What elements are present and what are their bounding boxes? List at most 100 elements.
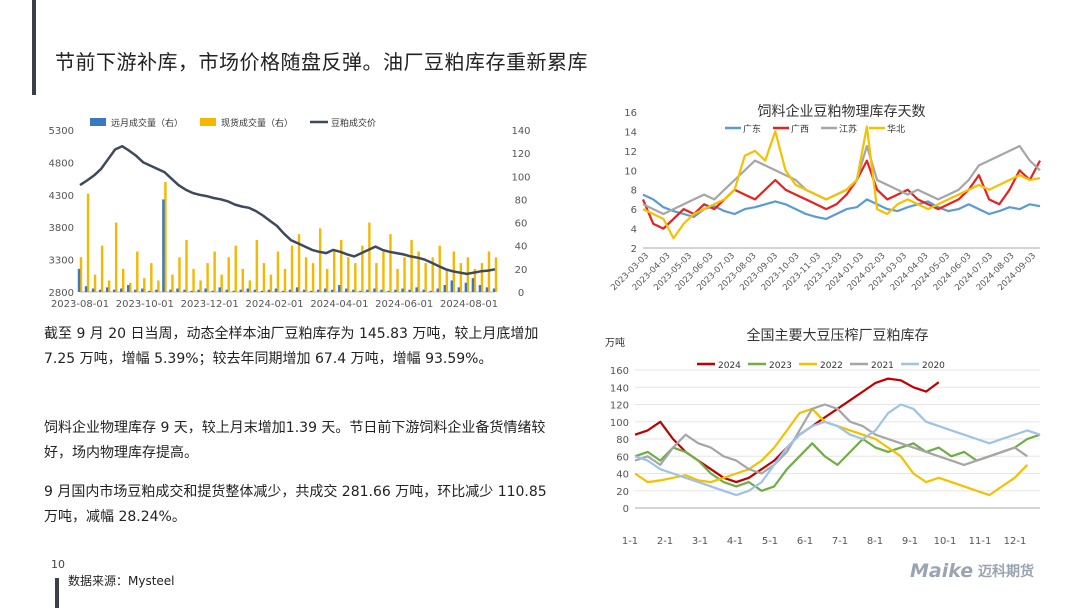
y-tick-label: 120 (610, 401, 629, 412)
y-tick-label: 4 (631, 225, 637, 236)
spot-volume-bar (227, 257, 230, 292)
spot-volume-bar (445, 268, 448, 292)
y-tick-right: 20 (515, 265, 528, 276)
forward-volume-bar (253, 289, 257, 292)
x-tick-label: 1-1 (622, 536, 638, 547)
spot-volume-bar (213, 251, 216, 292)
spot-volume-bar (79, 257, 83, 292)
x-tick-label: 2024-06-01 (375, 299, 433, 310)
spot-volume-bar (487, 251, 491, 292)
series-line-2021 (634, 403, 1028, 475)
spot-volume-bar (107, 280, 111, 292)
forward-volume-bar (169, 289, 172, 292)
spot-volume-bar (150, 263, 153, 292)
y-tick-label: 140 (610, 383, 629, 394)
legend-swatch (200, 118, 216, 126)
chart-title: 全国主要大豆压榨厂豆粕库存 (747, 327, 929, 344)
legend-label: 2020 (922, 361, 945, 371)
y-tick-label: 6 (631, 205, 637, 216)
forward-volume-bar (492, 288, 496, 292)
forward-volume-bar (77, 268, 81, 292)
y-tick-right: 80 (515, 195, 528, 206)
legend-label: 2024 (718, 361, 741, 371)
spot-volume-bar (269, 274, 273, 292)
forward-volume-bar (352, 289, 355, 292)
forward-volume-bar (281, 290, 285, 292)
y-tick-label: 20 (616, 487, 629, 498)
price-volume-chart: 2800 3300 3800 4300 4800 5300 0 20 40 60 80 100 120 1… (49, 117, 531, 310)
y-tick-right: 140 (511, 126, 530, 137)
spot-volume-bar (480, 263, 484, 292)
forward-volume-bar (148, 290, 151, 292)
x-tick-label: 2023-08-01 (51, 299, 109, 310)
spot-volume-bar (318, 228, 322, 292)
x-tick-label: 2023-10-01 (116, 299, 174, 310)
y-tick-right: 60 (515, 219, 528, 230)
y-tick-right: 0 (518, 288, 524, 299)
spot-volume-bar (234, 245, 237, 292)
x-tick-label: 3-1 (692, 536, 708, 547)
spot-volume-bar (473, 268, 477, 292)
paragraph-feed-stock: 饲料企业物理库存 9 天，较上月末增加1.39 天。节日前下游饲料企业备货情绪较… (44, 420, 546, 461)
spot-volume-bar (199, 280, 202, 292)
y-tick-left: 3300 (49, 256, 74, 267)
chart-title: 饲料企业豆粕物理库存天数 (758, 103, 926, 120)
forward-volume-bar (141, 288, 144, 292)
forward-volume-bar (471, 278, 475, 292)
spot-volume-bar (459, 263, 463, 292)
spot-volume-bar (361, 245, 364, 292)
forward-volume-bar (415, 287, 418, 292)
legend-label: 江苏 (839, 123, 857, 135)
forward-volume-bar (436, 288, 439, 292)
forward-volume-bar (112, 289, 116, 292)
forward-volume-bar (119, 288, 123, 292)
legend-label: 2022 (820, 361, 843, 371)
forward-volume-bar (345, 288, 348, 292)
y-tick-label: 40 (616, 470, 629, 481)
legend-label: 广东 (743, 123, 761, 135)
forward-volume-bar (190, 290, 193, 292)
x-tick-label: 9-1 (902, 536, 918, 547)
paragraph-trading-volume: 9 月国内市场豆粕成交和提货整体减少，共成交 281.66 万吨，环比减少 11… (44, 484, 547, 525)
forward-volume-bar (127, 285, 130, 292)
spot-volume-bar (206, 263, 209, 292)
price-line (79, 144, 496, 276)
x-tick-label: 11-1 (969, 536, 992, 547)
legend-label: 远月成交量（右） (111, 117, 183, 129)
spot-volume-bar (431, 257, 434, 292)
spot-volume-bar (185, 239, 188, 292)
spot-volume-bar (136, 251, 139, 292)
x-tick-label: 2024-08-01 (440, 299, 498, 310)
y-tick-label: 2 (631, 244, 637, 255)
forward-volume-bar (134, 289, 137, 292)
spot-volume-bar (86, 193, 90, 292)
y-tick-label: 160 (610, 366, 629, 377)
logo-chinese: 迈科期货 (978, 563, 1034, 580)
forward-volume-bar (274, 288, 278, 292)
spot-volume-bar (121, 268, 125, 292)
series-line-2023 (634, 433, 1041, 492)
spot-volume-bar (164, 182, 167, 292)
spot-volume-bar (424, 263, 427, 292)
forward-volume-bar (302, 289, 306, 292)
y-tick-left: 4800 (49, 158, 74, 169)
x-tick-label: 5-1 (762, 536, 778, 547)
spot-volume-bar (129, 282, 132, 292)
y-tick-right: 100 (511, 172, 530, 183)
page-number: 10 (51, 558, 65, 571)
spot-volume-bar (255, 239, 259, 292)
forward-volume-bar (485, 287, 489, 292)
legend-label: 广西 (791, 123, 809, 135)
spot-volume-bar (375, 263, 378, 292)
x-tick-label: 2023-12-01 (181, 299, 239, 310)
forward-volume-bar (457, 287, 461, 292)
forward-volume-bar (239, 289, 242, 292)
spot-volume-bar (325, 268, 329, 292)
legend-swatch (90, 118, 106, 126)
spot-volume-bar (354, 263, 357, 292)
forward-volume-bar (267, 289, 271, 292)
y-tick-label: 12 (624, 147, 637, 158)
forward-volume-bar (204, 288, 207, 292)
forward-volume-bar (359, 290, 362, 292)
legend-label: 华北 (887, 123, 905, 135)
